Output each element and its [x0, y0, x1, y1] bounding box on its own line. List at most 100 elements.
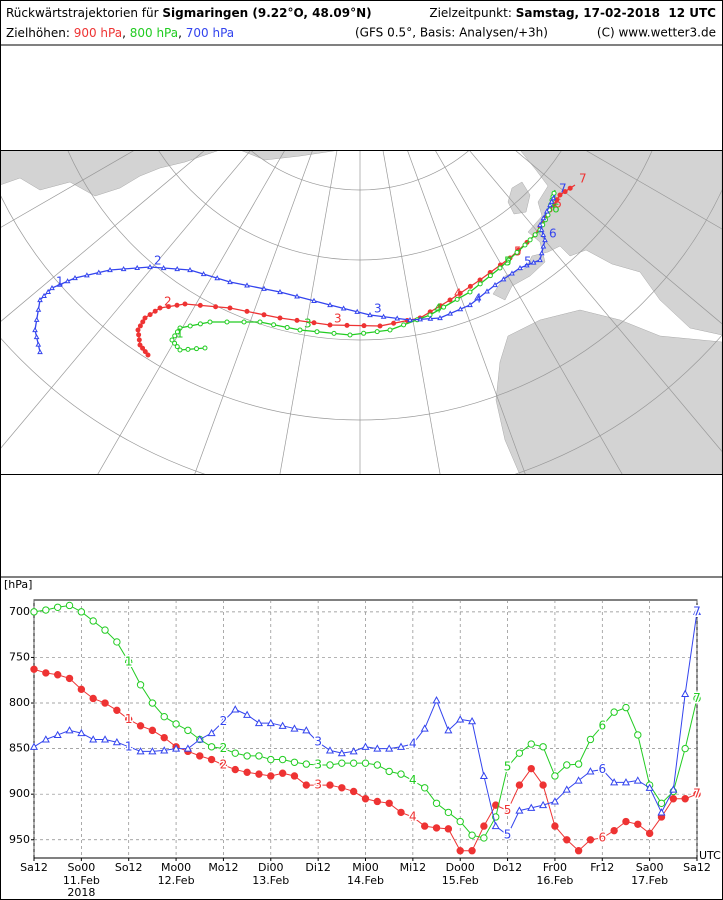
marker: [548, 198, 555, 204]
marker: [107, 266, 113, 273]
marker: [467, 289, 473, 295]
line-label: 4: [409, 809, 417, 823]
land: [507, 181, 531, 215]
data-point: [77, 608, 86, 616]
data-point: [515, 781, 524, 789]
data-point: [373, 797, 382, 806]
marker: [391, 320, 397, 326]
data-point: [290, 772, 299, 780]
marker: [551, 190, 557, 196]
meridian: [1, 151, 205, 322]
data-point: [148, 699, 157, 707]
marker: [542, 236, 548, 243]
marker: [134, 264, 141, 271]
marker: [202, 345, 208, 351]
x-tick-label: Do00: [446, 861, 475, 874]
data-point: [574, 847, 583, 855]
marker: [417, 316, 424, 322]
marker: [182, 301, 188, 307]
trajectory-label: 3: [334, 312, 342, 326]
trajectory-label: 4: [454, 287, 462, 301]
data-point: [184, 726, 192, 735]
x-tick-label: Sa12: [683, 861, 711, 874]
data-point: [183, 744, 192, 752]
marker: [136, 337, 142, 343]
marker: [447, 297, 453, 303]
marker: [261, 312, 267, 318]
marker: [550, 195, 557, 201]
data-point: [669, 795, 678, 803]
marker: [32, 326, 38, 333]
data-point: [112, 737, 121, 746]
chart: 700 750 800 850 900 950 Sa12 So00 So12 Mo00 Mo12 Di…: [9, 599, 721, 899]
data-point: [53, 603, 62, 611]
line-label: 1: [125, 739, 133, 753]
parallel: [67, 151, 653, 341]
data-point: [136, 722, 145, 730]
data-point: [527, 764, 535, 773]
data-point: [456, 817, 464, 826]
data-point: [621, 778, 631, 786]
trajectory-label: 7: [559, 182, 567, 196]
marker: [294, 317, 300, 323]
data-point: [456, 715, 465, 723]
marker: [441, 304, 447, 310]
data-point: [255, 770, 263, 778]
data-point: [326, 781, 334, 789]
data-point: [432, 799, 441, 808]
line-label: 4: [409, 773, 417, 787]
marker: [137, 323, 143, 329]
data-point: [29, 742, 39, 750]
marker: [523, 262, 530, 268]
marker: [367, 311, 373, 318]
marker: [147, 263, 153, 270]
marker: [344, 322, 350, 328]
trajectory-label: 4: [434, 302, 442, 316]
marker: [35, 341, 42, 347]
data-point: [444, 808, 453, 817]
marker: [311, 320, 317, 326]
data-point: [633, 776, 642, 784]
data-point: [136, 681, 145, 689]
height-800: 800 hPa: [130, 26, 178, 40]
trajectory-label: 6: [554, 197, 562, 211]
trajectory-label: 4: [474, 292, 482, 306]
data-point: [681, 744, 689, 753]
land: [492, 151, 722, 336]
data-point: [681, 795, 689, 803]
data-point: [586, 767, 595, 775]
date-label: 13.Feb: [252, 874, 289, 887]
data-point: [42, 606, 50, 614]
data-point: [326, 761, 334, 769]
data-point: [314, 781, 322, 789]
data-point: [243, 752, 251, 760]
marker: [492, 281, 498, 288]
line-label: 4: [409, 737, 417, 751]
data-point: [385, 744, 394, 752]
data-point: [444, 726, 453, 734]
data-point: [373, 761, 382, 769]
marker: [177, 347, 183, 353]
marker: [84, 272, 90, 278]
y-tick-label: 850: [9, 742, 30, 755]
header-target: Zielzeitpunkt: Samstag, 17-02-2018 12 UT…: [429, 6, 716, 20]
data-point: [65, 601, 74, 610]
data-point: [243, 710, 252, 718]
marker: [509, 270, 515, 276]
data-point: [255, 752, 263, 760]
data-point: [361, 795, 370, 803]
y-tick-label: 700: [9, 605, 30, 618]
data-point: [337, 748, 346, 757]
trajectory-label: 5: [504, 255, 512, 269]
y-tick-label: 900: [9, 787, 30, 800]
marker: [294, 293, 300, 299]
data-point: [113, 638, 121, 646]
marker: [457, 290, 463, 296]
marker: [497, 265, 503, 271]
data-point: [574, 760, 583, 768]
data-point: [290, 758, 299, 766]
model: (GFS 0.5°, Basis: Analysen/+3h): [355, 26, 548, 40]
marker: [49, 284, 55, 291]
x-tick-label: Mi12: [400, 861, 427, 874]
data-point: [373, 744, 382, 752]
